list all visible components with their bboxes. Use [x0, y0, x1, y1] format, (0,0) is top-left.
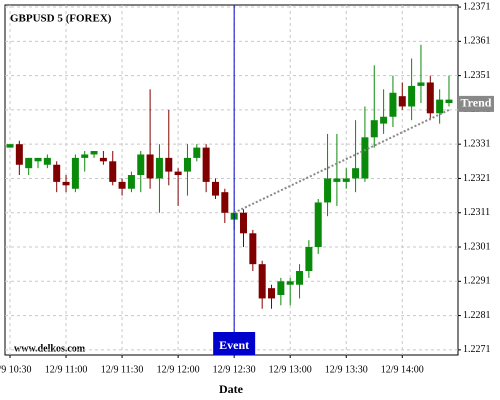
candle-body	[99, 157, 107, 162]
candle-body	[174, 171, 182, 176]
x-axis-label: Date	[219, 382, 244, 396]
candle-body	[445, 99, 453, 104]
candle-body	[352, 168, 360, 179]
event-label: Event	[219, 338, 249, 352]
candle-body	[417, 82, 425, 86]
candle-body	[389, 92, 397, 117]
candle-body	[202, 147, 210, 182]
x-tick-label: 12/9 13:30	[325, 364, 368, 375]
candle-body	[34, 157, 42, 162]
candle-body	[211, 181, 219, 196]
event-box	[213, 332, 256, 355]
candle-body	[333, 178, 341, 182]
y-tick-label: 1.2291	[463, 276, 491, 287]
candle-body	[137, 154, 145, 176]
y-tick-label: 1.2321	[463, 173, 491, 184]
candle-body	[43, 157, 51, 165]
y-tick-label: 1.2361	[463, 36, 491, 47]
candle-body	[193, 147, 201, 158]
y-tick-label: 1.2301	[463, 241, 491, 252]
y-tick-label: 1.2351	[463, 70, 491, 81]
candle-body	[342, 178, 350, 182]
candle-body	[15, 144, 23, 165]
candle-body	[240, 212, 247, 234]
chart-title: GBPUSD 5 (FOREX)	[10, 13, 112, 25]
y-tick-label: 1.2281	[463, 310, 491, 321]
candle-body	[155, 157, 163, 179]
trend-box	[458, 95, 494, 112]
trend-line	[233, 108, 450, 214]
candle-body	[258, 264, 266, 299]
x-tick-label: 12/9 11:00	[45, 364, 88, 375]
candle-body	[249, 233, 257, 265]
y-tick-label: 1.2271	[463, 344, 491, 355]
x-tick-label: 12/9 14:00	[381, 364, 424, 375]
candle-body	[127, 175, 135, 189]
candle-body	[436, 99, 444, 114]
candle-body	[53, 164, 61, 182]
candle-body	[6, 144, 14, 148]
candle-body	[71, 157, 79, 189]
candle-body	[109, 161, 117, 182]
trend-label: Trend	[461, 96, 492, 110]
watermark: www.delkos.com	[14, 343, 86, 354]
y-tick-label: 1.2371	[463, 1, 491, 12]
candle-body	[324, 178, 332, 203]
candle-body	[314, 202, 322, 248]
candle-body	[183, 157, 191, 172]
candle-body	[408, 85, 416, 107]
x-tick-label: 12/9 10:30	[0, 364, 32, 375]
candle-body	[296, 271, 304, 285]
x-tick-label: 12/9 11:30	[101, 364, 144, 375]
candle-body	[380, 116, 388, 124]
candle-body	[370, 120, 378, 138]
x-tick-label: 12/9 12:00	[157, 364, 200, 375]
candle-body	[268, 288, 276, 299]
y-tick-label: 1.2311	[463, 207, 490, 218]
candle-body	[221, 192, 229, 213]
x-tick-label: 12/9 13:00	[269, 364, 312, 375]
candle-body	[398, 96, 406, 107]
candle-body	[90, 151, 98, 155]
candle-body	[165, 157, 173, 172]
candle-body	[81, 154, 89, 158]
candle-body	[361, 137, 369, 179]
candle-body	[277, 281, 285, 296]
y-tick-label: 1.2331	[463, 138, 491, 149]
x-tick-label: 12/9 12:30	[213, 364, 256, 375]
candle-body	[118, 181, 126, 189]
candle-body	[62, 181, 70, 186]
candle-body	[305, 247, 313, 272]
candle-body	[25, 157, 33, 169]
candle-body	[286, 281, 294, 285]
candle-body	[146, 154, 154, 179]
candle-body	[426, 82, 434, 114]
